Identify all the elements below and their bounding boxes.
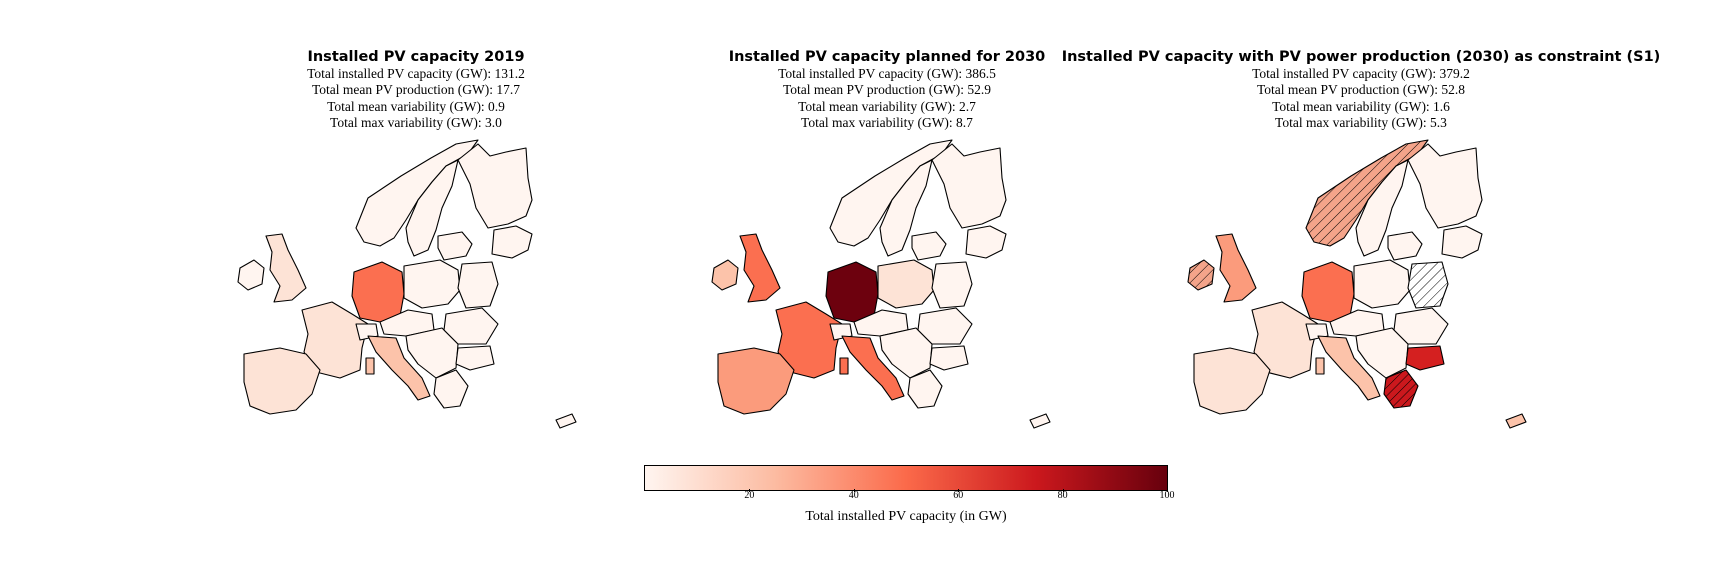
country-spain xyxy=(243,347,321,415)
tick-mark xyxy=(1062,489,1064,492)
country-bulgaria xyxy=(929,345,969,371)
tick-label: 20 xyxy=(744,490,755,501)
stat-mean-production: Total mean PV production (GW): 52.9 xyxy=(782,82,992,98)
stat-max-variability: Total max variability (GW): 3.0 xyxy=(330,114,502,130)
stat-installed: Total installed PV capacity (GW): 379.2 xyxy=(1252,66,1470,81)
country-france xyxy=(301,301,369,379)
country-russia-baltic xyxy=(491,225,533,259)
country-uk xyxy=(739,233,781,303)
country-finland xyxy=(457,143,533,229)
country-bulgaria xyxy=(1405,345,1445,371)
europe-map xyxy=(1187,139,1527,429)
country-romania xyxy=(917,307,973,345)
country-ireland xyxy=(237,259,265,291)
tick-label: 60 xyxy=(953,490,964,501)
country-ireland xyxy=(711,259,739,291)
country-greece xyxy=(1383,369,1419,409)
tick-mark xyxy=(749,489,751,492)
country-italy xyxy=(1317,335,1381,401)
country-greece xyxy=(907,369,943,409)
tick-label: 100 xyxy=(1159,490,1175,501)
island-sardinia xyxy=(1315,357,1325,375)
country-sweden xyxy=(879,159,933,257)
tick-mark xyxy=(853,489,855,492)
island-sardinia xyxy=(839,357,849,375)
country-germany xyxy=(825,261,879,323)
country-belarus-ukraine xyxy=(931,261,973,309)
map-s1 xyxy=(1186,138,1566,438)
country-greece xyxy=(433,369,469,409)
country-finland xyxy=(1407,143,1483,229)
stat-max-variability: Total max variability (GW): 5.3 xyxy=(1275,114,1447,130)
stat-mean-production: Total mean PV production (GW): 52.8 xyxy=(1256,82,1466,98)
country-romania xyxy=(443,307,499,345)
country-germany xyxy=(351,261,405,323)
island-sardinia xyxy=(365,357,375,375)
country-ireland xyxy=(1187,259,1215,291)
country-finland xyxy=(931,143,1007,229)
tick-mark xyxy=(1167,489,1168,492)
stat-mean-variability: Total mean variability (GW): 2.7 xyxy=(798,98,976,114)
panel-2030: Installed PV capacity planned for 2030 T… xyxy=(587,48,1187,131)
country-russia-baltic xyxy=(1441,225,1483,259)
country-baltics xyxy=(1387,231,1423,261)
panel-title: Installed PV capacity planned for 2030 xyxy=(728,49,1046,65)
country-uk xyxy=(1215,233,1257,303)
stat-mean-production: Total mean PV production (GW): 17.7 xyxy=(311,82,521,98)
stat-mean-variability: Total mean variability (GW): 1.6 xyxy=(1272,98,1450,114)
country-belarus-ukraine xyxy=(457,261,499,309)
colorbar xyxy=(644,465,1168,491)
island-cyprus-crete xyxy=(555,413,577,429)
country-baltics xyxy=(911,231,947,261)
stat-installed: Total installed PV capacity (GW): 131.2 xyxy=(307,66,525,81)
map-2019 xyxy=(236,138,616,438)
country-italy xyxy=(367,335,431,401)
country-sweden xyxy=(405,159,459,257)
country-bulgaria xyxy=(455,345,495,371)
country-poland xyxy=(403,259,461,309)
country-italy xyxy=(841,335,905,401)
panel-title: Installed PV capacity 2019 xyxy=(307,49,525,65)
country-spain xyxy=(717,347,795,415)
island-cyprus-crete xyxy=(1505,413,1527,429)
tick-mark xyxy=(958,489,960,492)
country-poland xyxy=(877,259,935,309)
stat-installed: Total installed PV capacity (GW): 386.5 xyxy=(778,66,996,81)
country-uk xyxy=(265,233,307,303)
colorbar-label: Total installed PV capacity (in GW) xyxy=(805,509,1007,524)
country-russia-baltic xyxy=(965,225,1007,259)
country-germany xyxy=(1301,261,1355,323)
island-cyprus-crete xyxy=(1029,413,1051,429)
panel-s1: Installed PV capacity with PV power prod… xyxy=(1061,48,1661,131)
country-spain xyxy=(1193,347,1271,415)
country-poland xyxy=(1353,259,1411,309)
country-belarus-ukraine xyxy=(1407,261,1449,309)
europe-map xyxy=(237,139,577,429)
country-france xyxy=(1251,301,1319,379)
panel-2019: Installed PV capacity 2019 Total install… xyxy=(116,48,716,131)
panel-title: Installed PV capacity with PV power prod… xyxy=(1061,49,1661,65)
tick-label: 40 xyxy=(848,490,859,501)
country-france xyxy=(775,301,843,379)
country-romania xyxy=(1393,307,1449,345)
tick-label: 80 xyxy=(1057,490,1068,501)
stat-max-variability: Total max variability (GW): 8.7 xyxy=(801,114,973,130)
stat-mean-variability: Total mean variability (GW): 0.9 xyxy=(327,98,505,114)
map-2030 xyxy=(710,138,1090,438)
europe-map xyxy=(711,139,1051,429)
country-baltics xyxy=(437,231,473,261)
country-sweden xyxy=(1355,159,1409,257)
